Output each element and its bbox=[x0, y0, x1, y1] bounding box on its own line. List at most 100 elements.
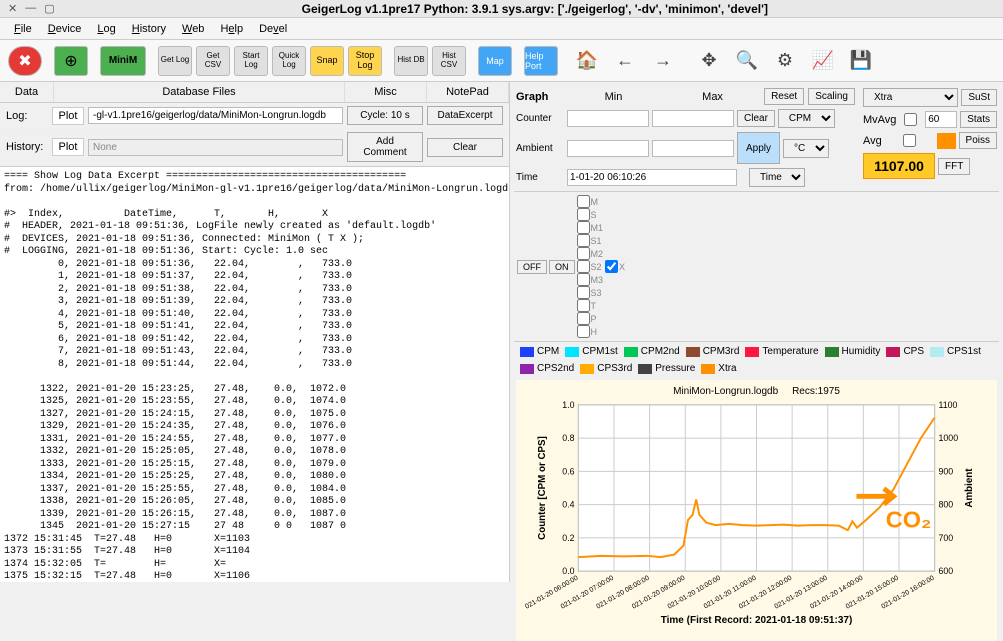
legend-humidity: Humidity bbox=[825, 346, 881, 357]
legend-cpm: CPM bbox=[520, 346, 559, 357]
pan-icon[interactable]: ✥ bbox=[692, 46, 726, 76]
add-comment-button[interactable]: Add Comment bbox=[347, 132, 423, 162]
snap-button[interactable]: Snap bbox=[310, 46, 344, 76]
mvavg-checkbox[interactable] bbox=[899, 113, 922, 126]
avg-checkbox[interactable] bbox=[885, 134, 934, 147]
switch-T[interactable] bbox=[577, 299, 590, 312]
legend-cpm3rd: CPM3rd bbox=[686, 346, 740, 357]
cycle-button[interactable]: Cycle: 10 s bbox=[347, 106, 423, 125]
hist-db-button[interactable]: Hist DB bbox=[394, 46, 428, 76]
svg-text:0.8: 0.8 bbox=[562, 433, 574, 443]
switch-H[interactable] bbox=[577, 325, 590, 338]
ambient-label: Ambient bbox=[516, 143, 564, 154]
min-header: Min bbox=[566, 91, 661, 103]
log-plot-button[interactable]: Plot bbox=[52, 107, 84, 125]
history-path-input[interactable] bbox=[88, 139, 343, 156]
config-icon[interactable]: ⚙ bbox=[768, 46, 802, 76]
menu-devel[interactable]: Devel bbox=[253, 21, 293, 36]
counter-min-input[interactable] bbox=[567, 110, 649, 127]
edit-icon[interactable]: 📈 bbox=[806, 46, 840, 76]
left-panel: Data Database Files Misc NotePad Log: Pl… bbox=[0, 82, 510, 582]
off-button[interactable]: OFF bbox=[517, 260, 547, 274]
legend-cpm2nd: CPM2nd bbox=[624, 346, 680, 357]
svg-text:800: 800 bbox=[939, 500, 954, 510]
on-button[interactable]: ON bbox=[549, 260, 575, 274]
chart-svg[interactable]: 0.00.20.40.60.81.06007008009001000110002… bbox=[522, 397, 991, 612]
switch-S2[interactable] bbox=[577, 260, 590, 273]
get-csv-button[interactable]: Get CSV bbox=[196, 46, 230, 76]
switch-M1[interactable] bbox=[577, 221, 590, 234]
back-icon[interactable]: ← bbox=[608, 46, 642, 76]
svg-text:Ambient: Ambient bbox=[964, 468, 975, 508]
svg-text:1.0: 1.0 bbox=[562, 400, 574, 410]
menu-help[interactable]: Help bbox=[214, 21, 249, 36]
minim-button[interactable]: MiniM bbox=[100, 46, 146, 76]
chart-title-right: Recs:1975 bbox=[792, 386, 840, 397]
variable-switches: OFF ON MSM1S1M2S2M3S3TPH X bbox=[514, 191, 999, 342]
maximize-icon[interactable]: ▢ bbox=[44, 2, 54, 15]
data-excerpt-button[interactable]: DataExcerpt bbox=[427, 106, 503, 125]
time-label: Time bbox=[516, 172, 564, 183]
switch-M2[interactable] bbox=[577, 247, 590, 260]
switch-S[interactable] bbox=[577, 208, 590, 221]
notepad-header: NotePad bbox=[427, 82, 509, 102]
window-titlebar: ✕ — ▢ GeigerLog v1.1pre17 Python: 3.9.1 … bbox=[0, 0, 1003, 18]
menu-web[interactable]: Web bbox=[176, 21, 210, 36]
map-button[interactable]: Map bbox=[478, 46, 512, 76]
counter-clear-button[interactable]: Clear bbox=[737, 110, 775, 127]
counter-max-input[interactable] bbox=[652, 110, 734, 127]
quick-log-button[interactable]: Quick Log bbox=[272, 46, 306, 76]
hist-csv-button[interactable]: Hist CSV bbox=[432, 46, 466, 76]
graph-label: Graph bbox=[516, 91, 562, 103]
sust-button[interactable]: SuSt bbox=[961, 89, 997, 106]
svg-text:600: 600 bbox=[939, 566, 954, 576]
scaling-button[interactable]: Scaling bbox=[808, 88, 855, 105]
fft-button[interactable]: FFT bbox=[938, 158, 970, 175]
menu-history[interactable]: History bbox=[126, 21, 172, 36]
close-button[interactable]: ✖ bbox=[8, 46, 42, 76]
apply-button[interactable]: Apply bbox=[737, 132, 780, 164]
poiss-button[interactable]: Poiss bbox=[959, 132, 997, 149]
svg-text:900: 900 bbox=[939, 466, 954, 476]
save-icon[interactable]: 💾 bbox=[844, 46, 878, 76]
menubar: File Device Log History Web Help Devel bbox=[0, 18, 1003, 40]
switch-M3[interactable] bbox=[577, 273, 590, 286]
log-text-area[interactable]: ==== Show Log Data Excerpt =============… bbox=[0, 166, 509, 582]
ambient-min-input[interactable] bbox=[567, 140, 649, 157]
minimize-icon[interactable]: — bbox=[25, 2, 36, 15]
x-checkbox[interactable] bbox=[605, 260, 618, 273]
switch-S3[interactable] bbox=[577, 286, 590, 299]
counter-unit-select[interactable]: CPM bbox=[778, 109, 835, 128]
help-port-button[interactable]: Help Port bbox=[524, 46, 558, 76]
time-min-input[interactable] bbox=[567, 169, 737, 186]
switch-M[interactable] bbox=[577, 195, 590, 208]
reset-button[interactable]: Reset bbox=[764, 88, 804, 105]
home-icon[interactable]: 🏠 bbox=[570, 46, 604, 76]
menu-file[interactable]: File bbox=[8, 21, 38, 36]
ambient-max-input[interactable] bbox=[652, 140, 734, 157]
history-plot-button[interactable]: Plot bbox=[52, 138, 84, 156]
close-icon[interactable]: ✕ bbox=[8, 2, 17, 15]
menu-log[interactable]: Log bbox=[91, 21, 121, 36]
ambient-unit-select[interactable]: °C bbox=[783, 139, 829, 158]
clear-button[interactable]: Clear bbox=[427, 138, 503, 157]
forward-icon[interactable]: → bbox=[646, 46, 680, 76]
stop-log-button[interactable]: Stop Log bbox=[348, 46, 382, 76]
start-log-button[interactable]: Start Log bbox=[234, 46, 268, 76]
switch-P[interactable] bbox=[577, 312, 590, 325]
max-header: Max bbox=[665, 91, 760, 103]
switch-S1[interactable] bbox=[577, 234, 590, 247]
menu-device[interactable]: Device bbox=[42, 21, 88, 36]
device-button[interactable]: ⊕ bbox=[54, 46, 88, 76]
log-label: Log: bbox=[6, 110, 48, 122]
mvavg-value-input[interactable] bbox=[925, 111, 957, 128]
zoom-icon[interactable]: 🔍 bbox=[730, 46, 764, 76]
time-unit-select[interactable]: Time bbox=[749, 168, 805, 187]
stats-button[interactable]: Stats bbox=[960, 111, 997, 128]
log-path-input[interactable] bbox=[88, 107, 343, 124]
xtra-select[interactable]: Xtra bbox=[863, 88, 958, 107]
counter-label: Counter bbox=[516, 113, 564, 124]
get-log-button[interactable]: Get Log bbox=[158, 46, 192, 76]
history-label: History: bbox=[6, 141, 48, 153]
chart-legend: CPMCPM1stCPM2ndCPM3rdTemperatureHumidity… bbox=[514, 342, 999, 378]
